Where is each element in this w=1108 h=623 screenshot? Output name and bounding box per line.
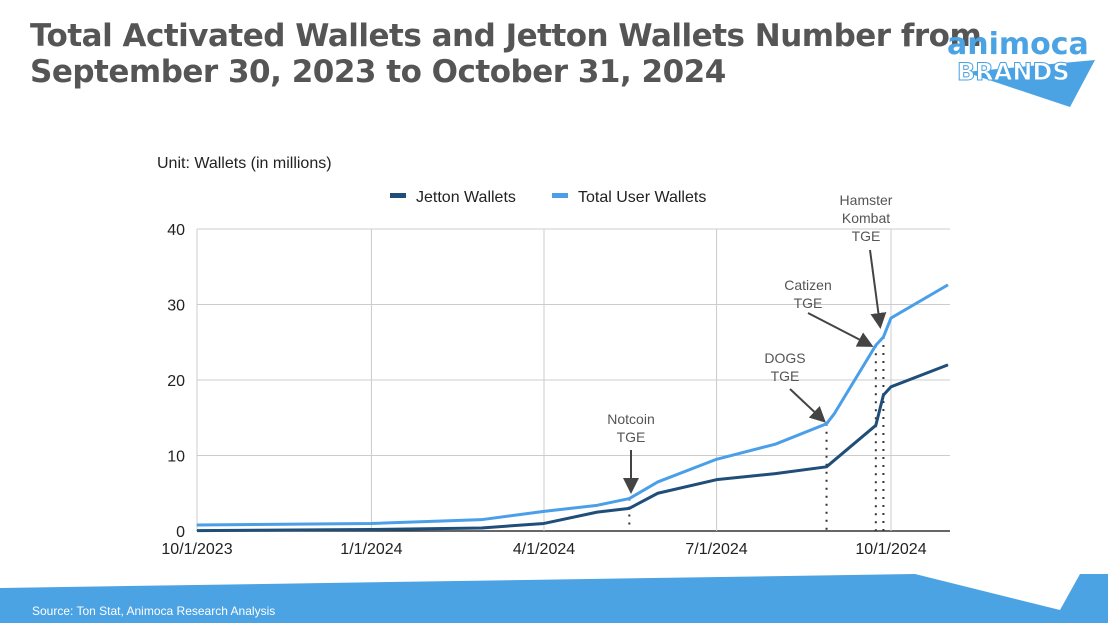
source-note: Source: Ton Stat, Animoca Research Analy… xyxy=(32,604,276,618)
data-point xyxy=(774,473,776,475)
y-tick-label: 20 xyxy=(167,373,185,390)
data-point xyxy=(370,528,372,530)
data-point xyxy=(875,344,877,346)
annotation-label: TGE xyxy=(852,228,881,244)
title-line-1: Total Activated Wallets and Jetton Walle… xyxy=(30,18,982,54)
annotation-label: Hamster xyxy=(840,192,893,208)
animoca-brands-logo: animoca BRANDS xyxy=(947,27,1095,107)
svg-text:animoca: animoca xyxy=(947,27,1089,62)
annotation-arrow xyxy=(869,249,887,329)
data-point xyxy=(882,394,884,396)
legend-swatch xyxy=(552,193,568,198)
data-point xyxy=(774,443,776,445)
annotation-label: Kombat xyxy=(842,210,890,226)
data-point xyxy=(657,481,659,483)
data-point xyxy=(628,507,630,509)
annotation-label: DOGS xyxy=(764,350,805,366)
data-point xyxy=(196,530,198,532)
legend-label: Jetton Wallets xyxy=(416,189,516,206)
x-tick-label: 10/1/2023 xyxy=(161,541,232,558)
data-point xyxy=(596,504,598,506)
data-point xyxy=(657,492,659,494)
legend-label: Total User Wallets xyxy=(578,189,706,206)
data-point xyxy=(890,386,892,388)
series-line-total-user-wallets xyxy=(196,283,949,527)
data-point xyxy=(628,498,630,500)
x-tick-label: 10/1/2024 xyxy=(855,541,926,558)
data-point xyxy=(543,510,545,512)
page-title: Total Activated Wallets and Jetton Walle… xyxy=(30,18,982,90)
annotation-label: Notcoin xyxy=(607,411,654,427)
data-point xyxy=(543,522,545,524)
y-tick-label: 30 xyxy=(167,298,185,315)
data-point xyxy=(196,524,198,526)
data-point xyxy=(716,458,718,460)
annotation-label: TGE xyxy=(794,295,823,311)
annotation-label: TGE xyxy=(771,368,800,384)
data-point xyxy=(826,466,828,468)
data-point xyxy=(947,364,949,366)
data-point xyxy=(480,519,482,521)
annotation-label: TGE xyxy=(617,429,646,445)
unit-label: Unit: Wallets (in millions) xyxy=(157,155,332,172)
data-point xyxy=(833,413,835,415)
series-line-jetton-wallets xyxy=(196,363,949,533)
annotation-arrow xyxy=(789,388,826,423)
legend-swatch xyxy=(390,193,406,198)
data-point xyxy=(370,522,372,524)
y-tick-label: 10 xyxy=(167,449,185,466)
data-point xyxy=(716,479,718,481)
footer-banner xyxy=(0,574,1108,623)
data-point xyxy=(882,336,884,338)
data-point xyxy=(875,424,877,426)
svg-text:BRANDS: BRANDS xyxy=(957,58,1070,86)
data-point xyxy=(947,284,949,286)
y-tick-label: 0 xyxy=(176,524,185,541)
annotation-label: Catizen xyxy=(784,277,831,293)
x-tick-label: 4/1/2024 xyxy=(513,541,575,558)
y-tick-label: 40 xyxy=(167,222,185,239)
data-point xyxy=(826,423,828,425)
title-line-2: September 30, 2023 to October 31, 2024 xyxy=(30,54,726,90)
x-tick-label: 7/1/2024 xyxy=(685,541,747,558)
data-point xyxy=(480,527,482,529)
annotation-arrow xyxy=(807,312,874,347)
data-point xyxy=(596,511,598,513)
data-point xyxy=(890,317,892,319)
x-tick-label: 1/1/2024 xyxy=(340,541,402,558)
